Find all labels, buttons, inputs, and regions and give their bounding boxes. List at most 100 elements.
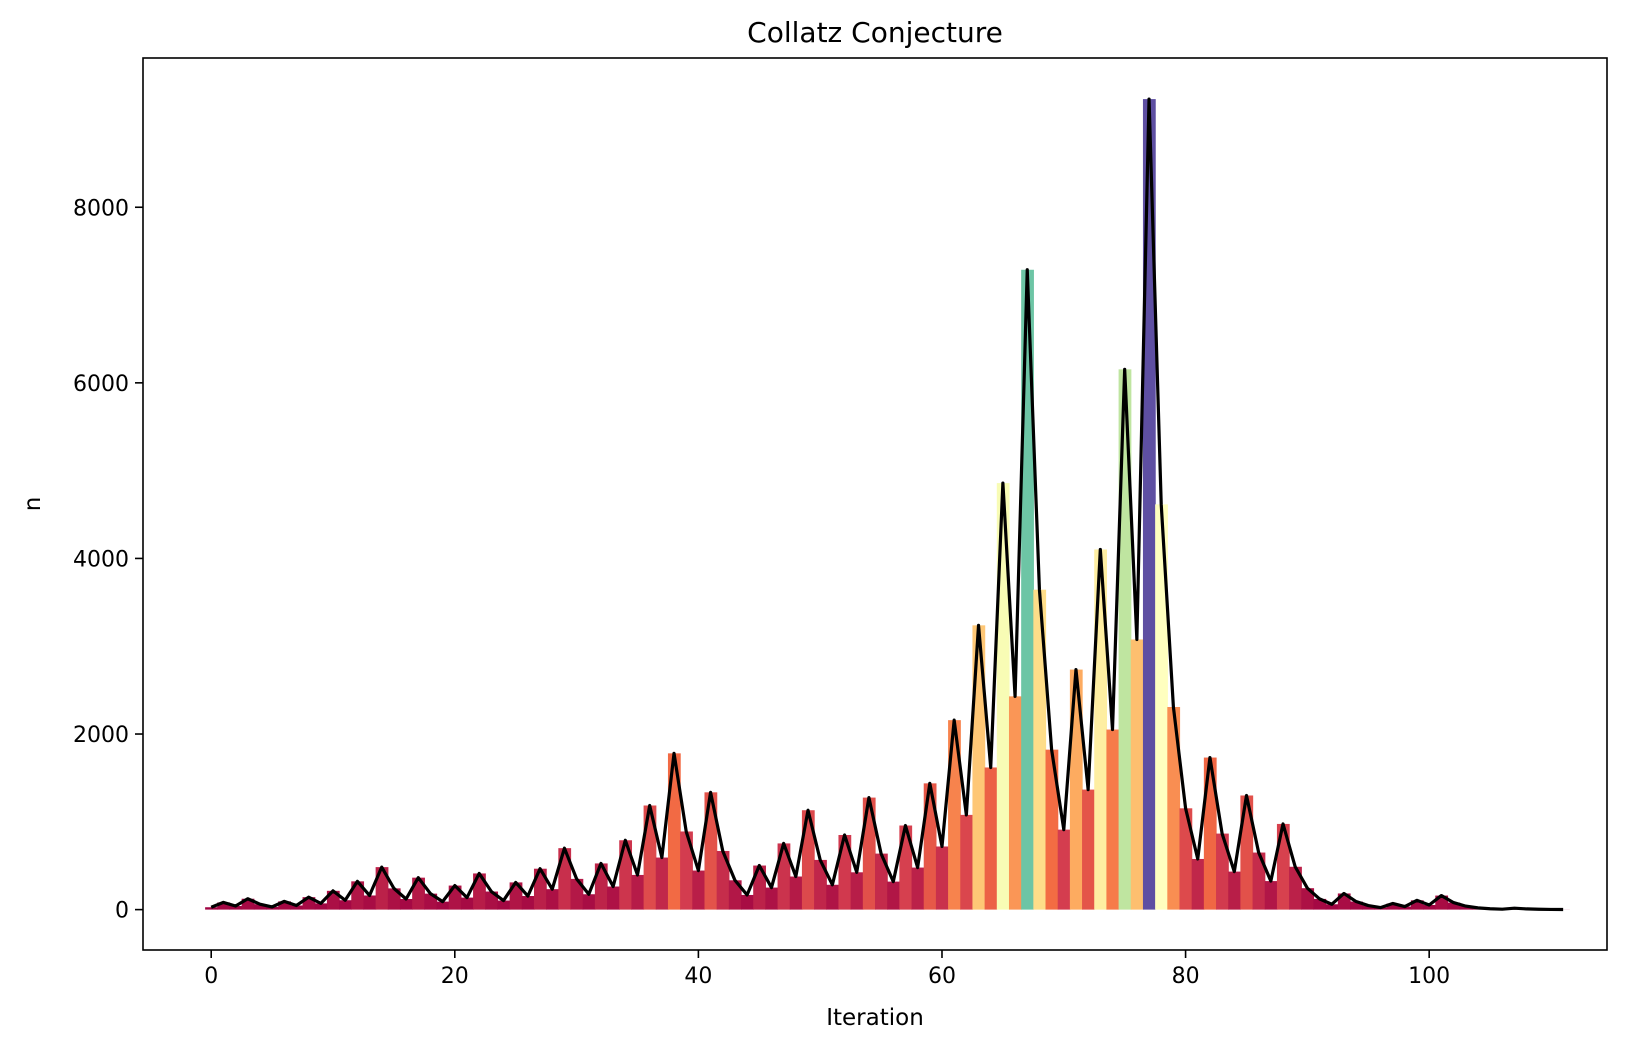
bar-6	[278, 901, 291, 910]
x-tick-label-100: 100	[1408, 964, 1450, 989]
bar-85	[1240, 795, 1254, 910]
bar-28	[546, 889, 559, 910]
bar-21	[460, 897, 474, 910]
bar-29	[558, 848, 572, 910]
bar-73	[1094, 549, 1108, 910]
bar-43	[728, 880, 742, 910]
bar-82	[1203, 757, 1217, 910]
bar-7	[290, 905, 304, 910]
bar-70	[1057, 829, 1071, 910]
bar-99	[1410, 900, 1424, 910]
chart-title: Collatz Conjecture	[747, 16, 1003, 49]
bar-2	[229, 906, 243, 910]
bar-86	[1252, 852, 1266, 910]
bar-26	[521, 896, 535, 910]
bar-31	[582, 894, 596, 910]
bar-13	[363, 895, 377, 910]
bar-81	[1191, 858, 1205, 910]
bar-103	[1459, 906, 1473, 910]
bar-53	[850, 872, 864, 910]
x-tick-label-80: 80	[1172, 964, 1200, 989]
x-axis-label: Iteration	[826, 1005, 924, 1031]
bar-9	[314, 903, 328, 910]
bar-72	[1082, 789, 1095, 910]
bar-1	[217, 902, 231, 910]
bar-80	[1179, 808, 1193, 910]
bar-89	[1289, 866, 1302, 910]
bar-76	[1130, 639, 1144, 910]
bar-54	[862, 797, 876, 910]
bar-95	[1362, 905, 1375, 910]
bar-68	[1033, 589, 1047, 910]
bar-46	[765, 887, 779, 910]
bar-15	[387, 888, 401, 910]
bar-33	[607, 886, 620, 910]
bar-47	[777, 843, 791, 910]
bar-69	[1045, 749, 1059, 910]
bar-34	[619, 840, 633, 910]
bar-48	[789, 876, 803, 910]
bar-71	[1069, 669, 1083, 910]
bar-77	[1142, 99, 1156, 910]
bar-63	[972, 625, 986, 910]
bar-55	[875, 853, 888, 910]
bar-83	[1216, 833, 1229, 910]
y-tick-label-6000: 6000	[73, 372, 129, 397]
bars-group	[205, 99, 1570, 910]
bar-79	[1167, 706, 1181, 910]
y-tick-label-0: 0	[115, 899, 129, 924]
bar-35	[631, 874, 645, 910]
bar-4	[253, 904, 267, 910]
bar-61	[948, 720, 961, 910]
bar-92	[1325, 904, 1339, 910]
bar-50	[814, 859, 827, 910]
bar-74	[1106, 729, 1120, 910]
bar-64	[984, 767, 998, 910]
y-tick-label-2000: 2000	[73, 723, 129, 748]
bar-87	[1264, 881, 1278, 910]
bar-16	[399, 898, 413, 910]
y-axis-label: n	[20, 497, 46, 512]
y-tick-label-8000: 8000	[73, 196, 129, 221]
x-tick-label-20: 20	[441, 964, 469, 989]
y-axis: 0 2000 4000 6000 8000	[73, 196, 143, 924]
bar-66	[1008, 696, 1022, 910]
bar-0	[205, 907, 218, 910]
bar-59	[923, 783, 937, 910]
bar-84	[1228, 871, 1241, 910]
bar-39	[680, 831, 693, 910]
bar-91	[1313, 898, 1327, 910]
bar-40	[692, 870, 706, 910]
bar-102	[1447, 902, 1461, 910]
bar-75	[1118, 369, 1132, 910]
bar-37	[655, 857, 669, 910]
bar-57	[899, 825, 913, 910]
x-tick-label-60: 60	[928, 964, 956, 989]
x-tick-label-40: 40	[684, 964, 712, 989]
bar-62	[960, 814, 974, 910]
bar-97	[1386, 903, 1400, 910]
bar-38	[667, 753, 681, 910]
x-tick-label-0: 0	[204, 964, 218, 989]
bar-3	[241, 898, 255, 910]
bar-52	[838, 834, 852, 910]
bar-19	[436, 901, 450, 910]
bar-78	[1155, 504, 1168, 910]
x-axis: 0 20 40 60 80 100	[204, 950, 1450, 989]
bar-44	[741, 894, 754, 910]
series-line	[210, 97, 1564, 912]
bar-94	[1350, 901, 1363, 910]
bar-42	[716, 850, 730, 910]
bar-88	[1276, 823, 1290, 910]
y-tick-label-4000: 4000	[73, 547, 129, 572]
bar-41	[704, 792, 718, 910]
bar-11	[339, 900, 352, 910]
bar-51	[826, 884, 840, 910]
bar-36	[643, 805, 657, 910]
bar-24	[497, 900, 511, 910]
plot-frame	[142, 57, 1608, 951]
bar-49	[801, 810, 815, 910]
bar-30	[570, 878, 584, 910]
bar-60	[935, 846, 949, 910]
